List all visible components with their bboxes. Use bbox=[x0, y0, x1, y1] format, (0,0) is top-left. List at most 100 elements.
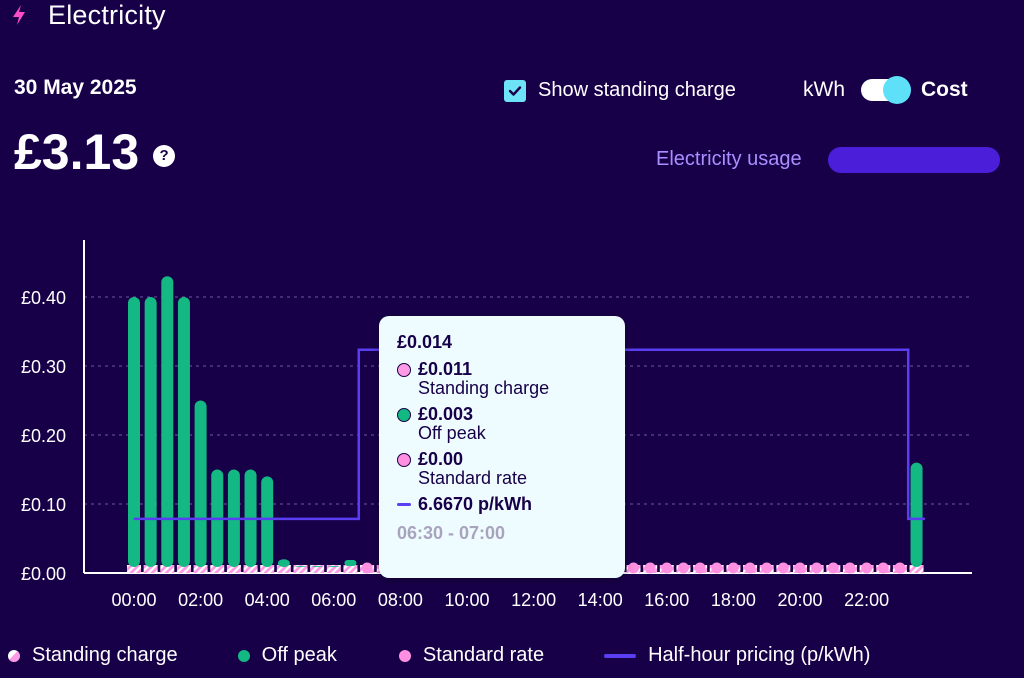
legend-item-off-peak[interactable]: Off peak bbox=[237, 644, 337, 667]
standard-rate-bar bbox=[861, 562, 873, 574]
standing-charge-bar bbox=[276, 565, 291, 573]
legend-label: Standing charge bbox=[32, 644, 178, 666]
pricing-line-icon bbox=[397, 503, 411, 506]
standing-charge-bar bbox=[143, 565, 158, 573]
page-title: Electricity bbox=[48, 0, 166, 30]
tooltip-item-standing: £0.011 Standing charge bbox=[397, 359, 625, 398]
y-tick-label: £0.40 bbox=[21, 288, 66, 308]
legend-item-pricing[interactable]: Half-hour pricing (p/kWh) bbox=[604, 644, 870, 667]
standard-rate-bar bbox=[661, 562, 673, 574]
standing-charge-label[interactable]: Show standing charge bbox=[538, 79, 736, 101]
x-tick-label: 02:00 bbox=[178, 590, 223, 610]
off-peak-bar bbox=[344, 560, 357, 566]
off-peak-bar bbox=[177, 297, 190, 567]
x-tick-label: 20:00 bbox=[777, 590, 822, 610]
standard-rate-bar bbox=[761, 562, 773, 574]
show-standing-charge-checkbox[interactable]: Show standing charge bbox=[504, 79, 736, 102]
tooltip-total: £0.014 bbox=[397, 332, 453, 352]
y-tick-label: £0.10 bbox=[21, 495, 66, 515]
x-tick-label: 08:00 bbox=[378, 590, 423, 610]
chart-tooltip: £0.014 £0.011 Standing charge £0.003 Off… bbox=[379, 316, 625, 578]
standing-charge-bar bbox=[226, 565, 241, 573]
off-peak-bar bbox=[277, 559, 290, 567]
x-tick-label: 14:00 bbox=[578, 590, 623, 610]
standard-rate-bar bbox=[777, 562, 789, 574]
standing-charge-bar bbox=[343, 565, 358, 573]
standing-charge-bar bbox=[260, 565, 275, 573]
off-peak-bar bbox=[161, 276, 174, 567]
tooltip-offpeak-value: £0.003 bbox=[418, 404, 474, 424]
x-tick-label: 00:00 bbox=[111, 590, 156, 610]
toggle-knob[interactable] bbox=[883, 76, 911, 104]
standing-charge-bar bbox=[293, 565, 308, 573]
off-peak-bar bbox=[910, 462, 923, 567]
bolt-icon bbox=[13, 5, 25, 25]
standard-rate-bar bbox=[827, 562, 839, 574]
unit-toggle-switch[interactable] bbox=[861, 76, 911, 104]
standard-rate-bar bbox=[744, 562, 756, 574]
off-peak-bar bbox=[327, 566, 340, 567]
standing-charge-bar bbox=[193, 565, 208, 573]
redacted-meter-id bbox=[828, 147, 1000, 173]
page-header: Electricity bbox=[10, 0, 166, 30]
off-peak-dot-icon bbox=[397, 408, 411, 422]
standing-charge-bar bbox=[243, 565, 258, 573]
selected-date: 30 May 2025 bbox=[14, 76, 137, 99]
x-tick-label: 22:00 bbox=[844, 590, 889, 610]
standing-charge-dot-icon bbox=[397, 363, 411, 377]
standard-rate-bar bbox=[711, 562, 723, 574]
off-peak-bar bbox=[194, 400, 207, 567]
chart-legend: Standing charge Off peak Standard rate H… bbox=[8, 644, 930, 667]
unit-kwh-label[interactable]: kWh bbox=[803, 78, 845, 101]
tooltip-standing-name: Standing charge bbox=[418, 378, 550, 398]
standing-charge-bar bbox=[909, 565, 924, 573]
standard-rate-bar bbox=[727, 562, 739, 574]
standing-charge-bar bbox=[326, 565, 341, 573]
off-peak-bar bbox=[128, 297, 140, 567]
standard-rate-bar bbox=[877, 562, 889, 574]
standard-rate-bar bbox=[628, 562, 639, 574]
tooltip-standard-value: £0.00 bbox=[418, 449, 464, 469]
x-tick-label: 10:00 bbox=[444, 590, 489, 610]
off-peak-bar bbox=[261, 476, 274, 567]
legend-item-standing-charge[interactable]: Standing charge bbox=[8, 644, 178, 667]
electricity-usage-label: Electricity usage bbox=[656, 148, 802, 170]
legend-label: Standard rate bbox=[422, 644, 545, 666]
standard-rate-bar bbox=[694, 562, 706, 574]
tooltip-time-range: 06:30 - 07:00 bbox=[397, 523, 506, 543]
pricing-legend-icon bbox=[604, 653, 637, 658]
x-tick-label: 12:00 bbox=[511, 590, 556, 610]
standing-charge-bar bbox=[127, 565, 141, 573]
standard-rate-bar bbox=[811, 562, 823, 574]
standard-rate-bar bbox=[844, 562, 856, 574]
off-peak-bar bbox=[144, 297, 157, 567]
x-tick-label: 04:00 bbox=[245, 590, 290, 610]
off-peak-bar bbox=[311, 566, 324, 567]
y-tick-label: £0.00 bbox=[21, 564, 66, 584]
legend-item-standard-rate[interactable]: Standard rate bbox=[398, 644, 545, 667]
standard-rate-bar bbox=[361, 562, 373, 574]
tooltip-standard-name: Standard rate bbox=[418, 468, 528, 488]
tooltip-price-value: 6.6670 p/kWh bbox=[418, 494, 533, 514]
standard-rate-bar bbox=[677, 562, 689, 574]
standard-rate-bar bbox=[894, 562, 906, 574]
total-cost-value: £3.13 bbox=[14, 124, 140, 180]
standard-rate-legend-icon bbox=[398, 649, 411, 662]
x-tick-label: 06:00 bbox=[311, 590, 356, 610]
checkbox-checked-icon[interactable] bbox=[504, 79, 526, 102]
tooltip-item-offpeak: £0.003 Off peak bbox=[397, 404, 625, 443]
legend-label: Half-hour pricing (p/kWh) bbox=[648, 644, 871, 666]
y-tick-label: £0.20 bbox=[21, 426, 66, 446]
standard-rate-dot-icon bbox=[397, 453, 411, 467]
x-tick-label: 18:00 bbox=[711, 590, 756, 610]
off-peak-legend-icon bbox=[237, 649, 250, 662]
standard-rate-bar bbox=[794, 562, 806, 574]
y-tick-label: £0.30 bbox=[21, 357, 66, 377]
tooltip-price: 6.6670 p/kWh bbox=[397, 494, 625, 515]
help-icon[interactable]: ? bbox=[153, 145, 176, 167]
unit-cost-label[interactable]: Cost bbox=[921, 78, 968, 101]
total-cost: £3.13 ? bbox=[14, 124, 176, 180]
standing-charge-bar bbox=[176, 565, 191, 573]
standard-rate-bar bbox=[644, 562, 656, 574]
tooltip-item-standard: £0.00 Standard rate bbox=[397, 449, 625, 488]
